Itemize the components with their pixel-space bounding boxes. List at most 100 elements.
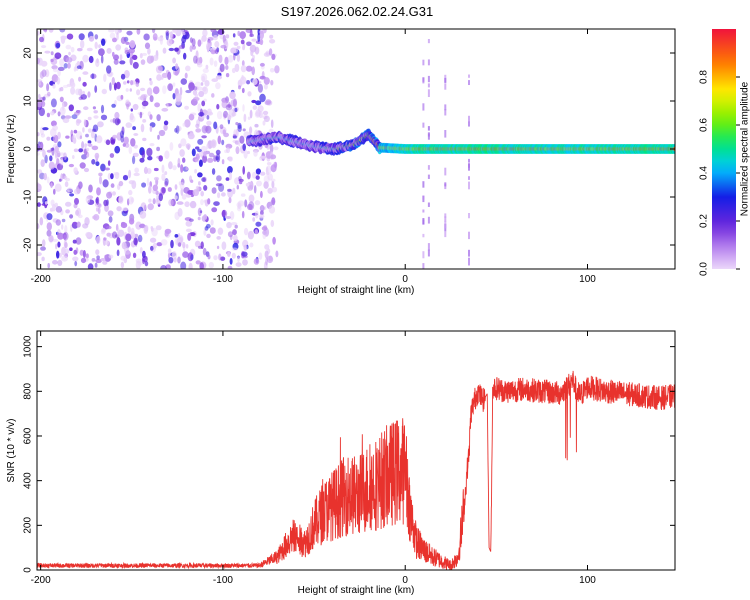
- noise-blob: [78, 33, 85, 41]
- x-tick-label: 0: [402, 274, 408, 285]
- noise-blob: [132, 54, 138, 61]
- noise-blob: [257, 83, 263, 93]
- noise-blob: [150, 226, 154, 230]
- noise-blob: [221, 139, 225, 146]
- noise-blob: [204, 80, 210, 87]
- noise-blob: [232, 98, 238, 108]
- colorbar-label: Normalized spectral amplitude: [740, 81, 750, 216]
- noise-blob: [247, 150, 250, 155]
- noise-blob: [57, 66, 65, 71]
- noise-blob: [175, 63, 179, 70]
- noise-blob: [140, 87, 146, 92]
- noise-blob: [52, 260, 58, 265]
- noise-blob: [87, 128, 92, 133]
- noise-blob: [240, 76, 247, 85]
- noise-blob: [179, 86, 183, 96]
- noise-blob: [239, 31, 246, 40]
- noise-blob: [97, 207, 101, 215]
- noise-blob: [263, 77, 270, 85]
- noise-blob: [73, 249, 78, 255]
- noise-blob: [129, 88, 132, 92]
- noise-blob: [185, 143, 191, 149]
- colorbar-tick-label: 0.2: [699, 214, 710, 228]
- noise-blob: [242, 143, 246, 151]
- noise-blob: [253, 150, 258, 157]
- noise-blob: [247, 116, 251, 120]
- noise-blob: [79, 135, 83, 140]
- noise-blob: [193, 96, 200, 102]
- noise-blob: [273, 161, 277, 168]
- noise-blob: [241, 210, 245, 219]
- noise-blob: [81, 141, 85, 150]
- noise-blob: [259, 30, 264, 40]
- noise-blob: [85, 133, 89, 138]
- faint-streak: [468, 163, 470, 168]
- noise-blob: [263, 181, 269, 189]
- noise-blob: [246, 80, 251, 85]
- noise-blob: [217, 135, 222, 145]
- noise-blob: [211, 207, 218, 213]
- noise-blob: [38, 93, 41, 100]
- noise-blob: [108, 216, 113, 223]
- noise-blob: [153, 176, 160, 181]
- noise-blob: [133, 133, 139, 136]
- noise-blob: [225, 104, 233, 111]
- noise-blob: [124, 49, 130, 55]
- noise-blob: [164, 150, 170, 159]
- noise-blob: [94, 85, 98, 93]
- noise-blob: [167, 83, 174, 92]
- noise-blob: [211, 78, 218, 82]
- noise-blob: [212, 34, 218, 41]
- noise-blob: [194, 168, 198, 174]
- noise-blob: [137, 261, 143, 266]
- noise-blob: [231, 252, 236, 259]
- noise-blob: [125, 122, 133, 128]
- noise-blob: [235, 146, 240, 155]
- noise-blob: [166, 38, 173, 47]
- noise-blob: [189, 200, 197, 209]
- faint-streak: [427, 59, 430, 66]
- noise-blob: [231, 247, 238, 251]
- noise-blob: [237, 200, 245, 207]
- noise-blob: [237, 30, 240, 36]
- noise-blob: [195, 123, 200, 129]
- noise-blob: [50, 182, 53, 189]
- noise-blob: [189, 45, 193, 52]
- noise-blob: [106, 65, 112, 74]
- noise-blob: [53, 188, 56, 195]
- noise-blob: [263, 115, 270, 123]
- noise-blob: [152, 33, 158, 41]
- noise-blob: [195, 50, 199, 59]
- noise-blob: [214, 41, 220, 48]
- colorbar-tick-label: 0.6: [699, 118, 710, 132]
- noise-blob: [149, 114, 153, 120]
- noise-blob: [104, 254, 107, 259]
- noise-blob: [139, 111, 143, 119]
- noise-blob: [218, 54, 223, 64]
- noise-blob: [185, 228, 192, 233]
- noise-blob: [229, 211, 235, 220]
- noise-blob: [114, 111, 120, 120]
- noise-blob: [103, 199, 108, 207]
- noise-blob: [110, 183, 115, 188]
- noise-blob: [69, 193, 75, 197]
- noise-blob: [176, 125, 182, 132]
- noise-blob: [199, 210, 203, 214]
- noise-blob: [91, 145, 99, 151]
- faint-streak: [468, 115, 470, 123]
- noise-blob: [242, 104, 245, 112]
- noise-blob: [177, 256, 181, 264]
- noise-blob: [246, 171, 251, 180]
- noise-blob: [76, 131, 83, 140]
- noise-blob: [114, 145, 121, 154]
- chart-title: S197.2026.062.02.24.G31: [281, 4, 434, 19]
- noise-blob: [259, 75, 266, 80]
- noise-blob: [143, 225, 149, 234]
- noise-blob: [167, 71, 172, 81]
- noise-blob: [61, 218, 66, 223]
- noise-blob: [185, 220, 193, 227]
- noise-blob: [55, 42, 61, 49]
- noise-blob: [46, 149, 52, 153]
- noise-blob: [68, 163, 74, 168]
- noise-blob: [37, 57, 41, 65]
